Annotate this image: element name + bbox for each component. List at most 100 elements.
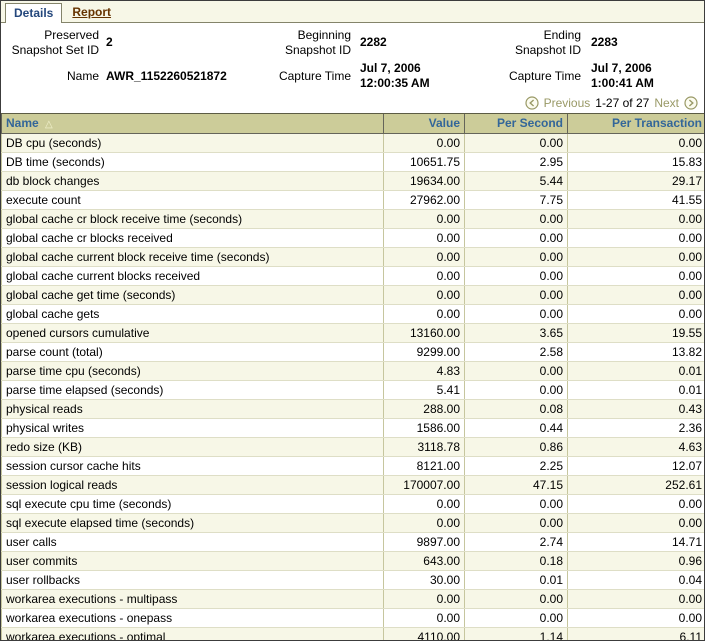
table-row: global cache gets 0.00 0.00 0.00 <box>1 304 704 324</box>
stat-value-cell: 0.86 <box>464 437 568 457</box>
stat-value-cell: 0.00 <box>567 247 704 267</box>
stat-value-cell: 170007.00 <box>383 475 465 495</box>
stat-value-cell: 0.00 <box>464 380 568 400</box>
stat-value-cell: 2.58 <box>464 342 568 362</box>
stat-name-cell: redo size (KB) <box>1 437 384 457</box>
stat-value-cell: 0.00 <box>567 228 704 248</box>
stat-value-cell: 5.41 <box>383 380 465 400</box>
stat-value-cell: 29.17 <box>567 171 704 191</box>
stat-name-cell: opened cursors cumulative <box>1 323 384 343</box>
table-row: physical writes 1586.00 0.44 2.36 <box>1 418 704 438</box>
table-row: parse time elapsed (seconds) 5.41 0.00 0.01 <box>1 380 704 400</box>
stat-value-cell: 2.95 <box>464 152 568 172</box>
stat-name-cell: db block changes <box>1 171 384 191</box>
stat-name-cell: global cache cr block receive time (seco… <box>1 209 384 229</box>
stats-table-wrap: Name △ Value Per Second Per Transaction … <box>1 112 704 640</box>
stat-value-cell: 14.71 <box>567 532 704 552</box>
begin-capture-time-value: Jul 7, 2006 12:00:35 AM <box>360 61 430 90</box>
table-row: user rollbacks 30.00 0.01 0.04 <box>1 570 704 590</box>
table-row: global cache cr block receive time (seco… <box>1 209 704 229</box>
stat-value-cell: 0.00 <box>383 608 465 628</box>
stat-value-cell: 0.00 <box>383 247 465 267</box>
stat-value-cell: 13160.00 <box>383 323 465 343</box>
tab-details[interactable]: Details <box>5 3 63 23</box>
stat-value-cell: 288.00 <box>383 399 465 419</box>
stat-name-cell: parse count (total) <box>1 342 384 362</box>
stat-value-cell: 9299.00 <box>383 342 465 362</box>
stat-name-cell: user calls <box>1 532 384 552</box>
preserved-snapshot-set-id-value: 2 <box>106 35 113 50</box>
stat-value-cell: 0.43 <box>567 399 704 419</box>
stat-value-cell: 15.83 <box>567 152 704 172</box>
stat-value-cell: 0.00 <box>464 133 568 153</box>
stat-value-cell: 643.00 <box>383 551 465 571</box>
stat-value-cell: 0.08 <box>464 399 568 419</box>
next-link[interactable]: Next <box>654 96 679 110</box>
tab-report[interactable]: Report <box>72 5 112 19</box>
previous-link[interactable]: Previous <box>543 96 591 110</box>
stat-name-cell: user commits <box>1 551 384 571</box>
ending-snapshot-id-label: Ending Snapshot ID <box>514 28 581 57</box>
stat-value-cell: 0.96 <box>567 551 704 571</box>
stat-value-cell: 0.04 <box>567 570 704 590</box>
stat-value-cell: 0.00 <box>567 304 704 324</box>
stat-name-cell: workarea executions - optimal <box>1 627 384 640</box>
column-header-per-transaction[interactable]: Per Transaction <box>567 113 704 134</box>
stat-value-cell: 0.00 <box>464 494 568 514</box>
stat-value-cell: 0.00 <box>464 209 568 229</box>
stat-value-cell: 7.75 <box>464 190 568 210</box>
column-header-per-second[interactable]: Per Second <box>464 113 568 134</box>
stat-name-cell: sql execute elapsed time (seconds) <box>1 513 384 533</box>
table-row: workarea executions - onepass 0.00 0.00 0.0… <box>1 608 704 628</box>
table-row: workarea executions - optimal 4110.00 1.14… <box>1 627 704 640</box>
stat-name-cell: DB time (seconds) <box>1 152 384 172</box>
table-row: global cache current blocks received 0.00… <box>1 266 704 286</box>
stat-value-cell: 252.61 <box>567 475 704 495</box>
stat-value-cell: 0.00 <box>383 133 465 153</box>
tab-bar: Details Report <box>1 1 704 23</box>
stat-value-cell: 0.00 <box>464 247 568 267</box>
table-row: workarea executions - multipass 0.00 0.00 0… <box>1 589 704 609</box>
table-row: user commits 643.00 0.18 0.96 <box>1 551 704 571</box>
table-row: global cache cr blocks received 0.00 0.00 0… <box>1 228 704 248</box>
stat-value-cell: 0.00 <box>383 304 465 324</box>
stat-value-cell: 0.00 <box>383 494 465 514</box>
table-row: DB time (seconds) 10651.75 2.95 15.83 <box>1 152 704 172</box>
stat-value-cell: 1.14 <box>464 627 568 640</box>
end-capture-time-value: Jul 7, 2006 1:00:41 AM <box>591 61 654 90</box>
stat-value-cell: 0.00 <box>464 361 568 381</box>
stat-value-cell: 4110.00 <box>383 627 465 640</box>
table-row: global cache current block receive time … <box>1 247 704 267</box>
stat-value-cell: 0.00 <box>464 304 568 324</box>
stat-value-cell: 0.00 <box>383 589 465 609</box>
table-row: sql execute elapsed time (seconds) 0.00 0.… <box>1 513 704 533</box>
name-label: Name <box>66 68 99 83</box>
previous-arrow-icon[interactable] <box>524 96 539 110</box>
beginning-snapshot-id-label: Beginning Snapshot ID <box>284 28 351 57</box>
table-row: opened cursors cumulative 13160.00 3.65 19.… <box>1 323 704 343</box>
table-row: DB cpu (seconds) 0.00 0.00 0.00 <box>1 133 704 153</box>
table-row: parse count (total) 9299.00 2.58 13.82 <box>1 342 704 362</box>
stats-table: Name △ Value Per Second Per Transaction … <box>1 113 704 640</box>
table-row: global cache get time (seconds) 0.00 0.00 0… <box>1 285 704 305</box>
begin-capture-time-label: Capture Time <box>278 68 351 83</box>
next-arrow-icon[interactable] <box>684 96 698 110</box>
snapshot-details-section: Preserved Snapshot Set ID 2 Beginning Sn… <box>1 23 704 95</box>
stat-value-cell: 6.11 <box>567 627 704 640</box>
stat-name-cell: parse time elapsed (seconds) <box>1 380 384 400</box>
stat-value-cell: 2.74 <box>464 532 568 552</box>
stat-value-cell: 0.00 <box>383 285 465 305</box>
stat-value-cell: 0.00 <box>567 608 704 628</box>
stat-value-cell: 0.00 <box>567 513 704 533</box>
stat-value-cell: 0.01 <box>567 380 704 400</box>
table-row: execute count 27962.00 7.75 41.55 <box>1 190 704 210</box>
stat-name-cell: global cache get time (seconds) <box>1 285 384 305</box>
table-row: session cursor cache hits 8121.00 2.25 12.0… <box>1 456 704 476</box>
column-header-name[interactable]: Name △ <box>1 113 384 134</box>
table-row: parse time cpu (seconds) 4.83 0.00 0.01 <box>1 361 704 381</box>
column-header-value[interactable]: Value <box>383 113 465 134</box>
stat-value-cell: 0.00 <box>383 266 465 286</box>
stat-value-cell: 0.44 <box>464 418 568 438</box>
stat-value-cell: 4.63 <box>567 437 704 457</box>
stat-value-cell: 0.01 <box>464 570 568 590</box>
